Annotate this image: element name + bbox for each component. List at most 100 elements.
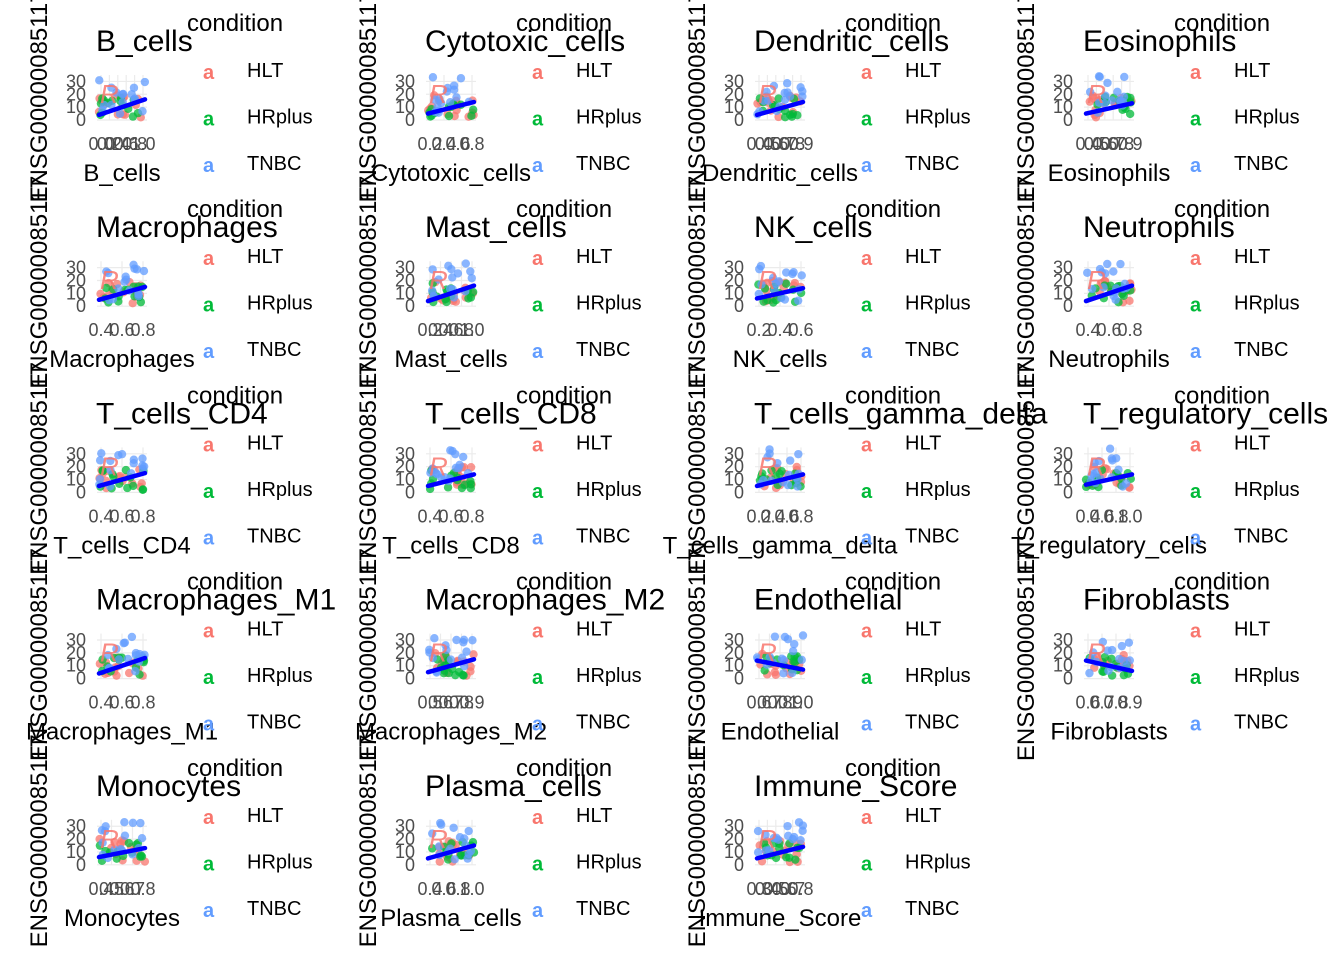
data-point-tnbc [452, 635, 461, 645]
data-point-hlt [469, 650, 478, 659]
legend-label-hrplus: HRplus [1234, 107, 1300, 129]
legend-label-hlt: HLT [247, 432, 283, 454]
data-point-tnbc [98, 838, 107, 847]
data-point-hrplus [98, 466, 107, 475]
x-tick-label: 0.8 [788, 506, 813, 526]
panel-title: Macrophages [96, 211, 278, 244]
legend-label-tnbc: TNBC [247, 153, 301, 175]
legend-label-hrplus: HRplus [247, 479, 313, 501]
legend-key-tnbc: a [203, 900, 215, 922]
cor-annotation: R [1087, 79, 1106, 109]
legend-key-hrplus: a [861, 109, 873, 131]
legend-title: condition [1174, 382, 1270, 409]
x-tick-label: 0.8 [130, 693, 155, 713]
legend-label-hlt: HLT [576, 619, 612, 641]
data-point-tnbc [434, 275, 443, 284]
y-tick-label: 20 [395, 84, 415, 104]
legend-key-tnbc: a [532, 155, 544, 177]
legend-key-tnbc: a [532, 900, 544, 922]
x-axis-label: B_cells [83, 160, 160, 187]
legend-label-hlt: HLT [1234, 60, 1270, 82]
y-tick-label: 30 [1053, 630, 1073, 650]
y-axis-label: ENSG00000085117 [355, 0, 382, 203]
data-point-tnbc [762, 87, 771, 97]
y-tick-label: 20 [66, 829, 86, 849]
data-point-tnbc [1103, 78, 1112, 88]
legend-label-hlt: HLT [576, 805, 612, 827]
x-tick-label: 0.4 [417, 506, 442, 526]
data-point-hrplus [124, 838, 134, 848]
data-point-hrplus [759, 838, 769, 848]
legend-key-hrplus: a [1190, 295, 1202, 317]
y-tick-label: 10 [724, 656, 744, 676]
x-tick-label: 1.0 [459, 320, 484, 340]
cor-annotation: R [429, 638, 448, 668]
data-point-tnbc [1090, 458, 1099, 468]
y-tick-label: 30 [66, 71, 86, 91]
legend-label-hlt: HLT [576, 60, 612, 82]
x-tick-label: 0.9 [788, 134, 813, 154]
data-point-tnbc [773, 458, 782, 468]
data-point-tnbc [788, 668, 797, 678]
panel-title: Macrophages_M1 [96, 584, 336, 617]
y-tick-label: 20 [724, 84, 744, 104]
data-point-hrplus [1126, 93, 1135, 103]
y-tick-label: 0 [734, 296, 744, 316]
x-tick-label: 0.7 [772, 134, 797, 154]
x-tick-label: 0.6 [109, 506, 134, 526]
legend-label-hrplus: HRplus [905, 665, 971, 687]
cor-annotation: R [100, 638, 119, 668]
cor-annotation: R [758, 824, 777, 854]
legend-key-tnbc: a [203, 341, 215, 363]
data-point-tnbc [753, 826, 763, 836]
data-point-tnbc [114, 284, 123, 293]
legend-title: condition [845, 10, 941, 37]
x-tick-label: 0.8 [780, 134, 805, 154]
data-point-tnbc [1121, 479, 1131, 488]
cor-annotation: R [758, 79, 777, 109]
x-tick-label: 0.8 [445, 879, 470, 899]
data-point-tnbc [1087, 284, 1097, 294]
data-point-tnbc [1111, 295, 1120, 304]
data-point-hrplus [464, 294, 473, 303]
legend-label-hlt: HLT [247, 246, 283, 268]
regression-line [1083, 472, 1135, 487]
data-point-hlt [466, 662, 475, 671]
data-point-tnbc [772, 833, 781, 843]
data-point-tnbc [779, 669, 788, 678]
y-tick-label: 0 [734, 110, 744, 130]
y-tick-label: 10 [66, 656, 86, 676]
y-tick-label: 10 [395, 97, 415, 117]
panel-title: Endothelial [754, 584, 902, 617]
legend-label-hrplus: HRplus [247, 107, 313, 129]
x-axis-label: Fibroblasts [1050, 719, 1167, 746]
legend-key-hrplus: a [861, 481, 873, 503]
data-point-tnbc [136, 818, 145, 828]
legend-label-hrplus: HRplus [905, 293, 971, 315]
x-tick-label: 0.8 [130, 320, 155, 340]
legend-label-hrplus: HRplus [1234, 293, 1300, 315]
data-point-hrplus [781, 279, 791, 288]
cor-annotation: R [100, 451, 119, 481]
x-tick-label: 0.2 [97, 134, 122, 154]
panel-title: Dendritic_cells [754, 25, 949, 58]
legend-label-tnbc: TNBC [905, 153, 959, 175]
panel-title: Immune_Score [754, 770, 957, 803]
legend-label-hrplus: HRplus [576, 293, 642, 315]
data-point-tnbc [434, 842, 444, 851]
panel-title: Mast_cells [425, 211, 567, 244]
y-tick-label: 10 [724, 97, 744, 117]
y-tick-label: 20 [1053, 457, 1073, 477]
data-point-tnbc [138, 454, 147, 463]
legend-label-tnbc: TNBC [1234, 339, 1288, 361]
data-point-tnbc [1113, 87, 1122, 97]
y-tick-label: 20 [724, 457, 744, 477]
x-tick-label: 0.6 [109, 320, 134, 340]
y-tick-label: 0 [405, 669, 415, 689]
x-tick-label: 0.4 [431, 134, 456, 154]
x-tick-label: 0.8 [449, 693, 474, 713]
regression-line [425, 657, 477, 675]
cor-annotation: R [100, 824, 119, 854]
data-point-tnbc [1098, 637, 1108, 647]
legend-key-tnbc: a [861, 155, 873, 177]
